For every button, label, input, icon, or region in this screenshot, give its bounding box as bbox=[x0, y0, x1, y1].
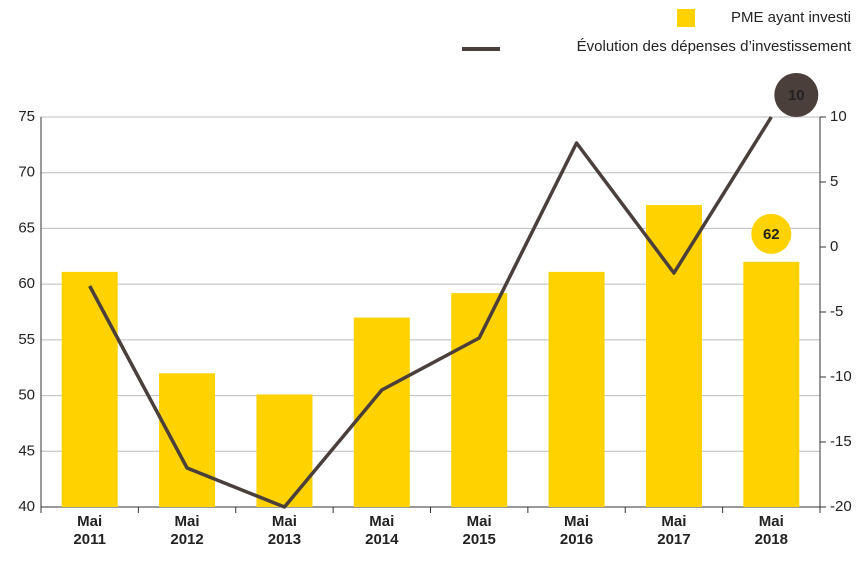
y-tick-label: 40 bbox=[18, 498, 35, 515]
legend-label: PME ayant investi bbox=[730, 9, 851, 26]
line bbox=[88, 116, 773, 509]
value-label: 10 bbox=[788, 87, 805, 104]
y-tick-label: 45 bbox=[18, 442, 35, 459]
y-tick-label: 65 bbox=[18, 219, 35, 236]
x-tick-label: Mai 2015 bbox=[462, 513, 496, 548]
y2-tick-label: -20 bbox=[830, 498, 852, 515]
x-tick-label: Mai 2012 bbox=[170, 513, 204, 548]
y2-tick-label: -10 bbox=[830, 368, 852, 385]
bar bbox=[159, 373, 216, 507]
y-tick-label: 70 bbox=[18, 164, 35, 181]
bar bbox=[256, 394, 313, 507]
y2-tick-label: 0 bbox=[830, 238, 838, 255]
y-tick-label: 60 bbox=[18, 275, 35, 292]
bar bbox=[61, 271, 118, 507]
bar bbox=[645, 205, 702, 507]
value-badge bbox=[751, 213, 792, 254]
legend-swatch bbox=[677, 9, 695, 27]
x-tick-label: Mai 2013 bbox=[267, 513, 302, 548]
legend-label: Évolution des dépenses d’investissement bbox=[576, 38, 851, 55]
x-tick-label: Mai 2017 bbox=[657, 513, 691, 548]
value-badge bbox=[774, 73, 819, 117]
y2-tick-label: -15 bbox=[830, 433, 852, 450]
bar bbox=[743, 261, 800, 507]
y-tick-label: 50 bbox=[18, 387, 35, 404]
y2-tick-label: 5 bbox=[830, 173, 838, 190]
y-tick-label: 55 bbox=[18, 331, 35, 348]
x-tick-label: Mai 2018 bbox=[754, 513, 788, 548]
value-label: 62 bbox=[763, 226, 780, 243]
y2-tick-label: -5 bbox=[830, 303, 843, 320]
bar bbox=[548, 271, 605, 507]
y-tick-label: 75 bbox=[18, 108, 35, 125]
x-tick-label: Mai 2014 bbox=[365, 513, 399, 548]
y2-tick-label: 10 bbox=[830, 108, 847, 125]
x-tick-label: Mai 2011 bbox=[73, 513, 106, 548]
bar bbox=[451, 293, 508, 507]
x-tick-label: Mai 2016 bbox=[559, 513, 594, 548]
